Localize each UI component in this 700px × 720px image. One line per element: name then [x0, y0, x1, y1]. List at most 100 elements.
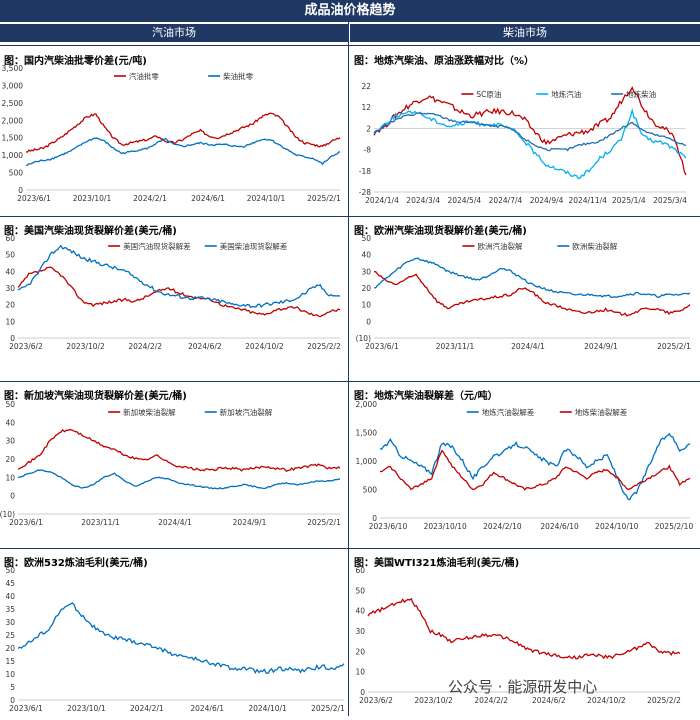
x-tick-label: 2023/6/10	[369, 522, 408, 531]
domestic-margin-chart: 3,500 3,000 2,500 2,000 1,500 1,000 500 02023/6…	[2, 64, 342, 203]
y-tick-label: 5	[10, 683, 15, 692]
y-tick-label: 40	[361, 251, 371, 260]
y-tick-label: 0	[360, 688, 365, 697]
series-line-2	[373, 257, 691, 299]
x-tick-label: 2024/6/1	[190, 704, 224, 713]
series-line-2	[373, 107, 687, 180]
x-tick-label: 2024/10/2	[587, 696, 626, 705]
y-tick-label: 25	[5, 631, 15, 640]
y-tick-label: 0	[10, 696, 15, 705]
series-line-1	[26, 112, 341, 153]
chart-title-domestic-margin: 图：国内汽柴油批零价差(元/吨)	[4, 56, 147, 67]
y-tick-label: 10	[361, 301, 371, 310]
y-tick-label: 20	[5, 301, 15, 310]
x-tick-label: 2023/10/1	[73, 194, 112, 203]
x-tick-label: 2024/6/10	[540, 522, 579, 531]
x-tick-label: 2024/9/4	[530, 196, 564, 205]
y-tick-label: 40	[5, 418, 15, 427]
x-tick-label: 2024/10/10	[595, 522, 638, 531]
y-tick-label: 2	[366, 124, 371, 133]
y-tick-label: -8	[364, 146, 372, 155]
y-tick-label: 500	[363, 486, 378, 495]
x-tick-label: 2024/6/2	[532, 696, 566, 705]
x-tick-label: 2024/4/1	[158, 518, 192, 527]
y-tick-label: 50	[361, 234, 371, 243]
series-line-1	[379, 432, 691, 501]
y-tick-label: 2,000	[2, 116, 24, 125]
y-tick-label: 20	[361, 284, 371, 293]
y-tick-label: 60	[5, 234, 15, 243]
y-tick-label: 15	[5, 657, 15, 666]
legend-label: 地炼柴油裂解差	[575, 407, 628, 417]
x-tick-label: 2025/2/2	[307, 342, 341, 351]
x-tick-label: 2023/10/2	[66, 342, 105, 351]
legend-label: 地炼汽油	[551, 89, 581, 99]
y-tick-label: 3,000	[2, 81, 24, 90]
x-tick-label: 2023/6/2	[359, 696, 393, 705]
y-tick-label: 20	[5, 455, 15, 464]
x-tick-label: 2024/4/1	[511, 342, 545, 351]
x-tick-label: 2025/2/1	[307, 518, 341, 527]
x-tick-label: 2023/11/1	[436, 342, 475, 351]
series-line-1	[17, 266, 341, 318]
legend-label: 美国汽油现货裂解差	[123, 241, 191, 251]
x-tick-label: 2023/10/10	[424, 522, 467, 531]
series-line-2	[17, 244, 341, 309]
y-tick-label: 30	[5, 618, 15, 627]
x-tick-label: 2024/2/1	[133, 194, 167, 203]
x-tick-label: 2023/6/1	[17, 194, 51, 203]
x-tick-label: 2023/10/2	[414, 696, 453, 705]
y-tick-label: 30	[5, 437, 15, 446]
column-divider	[348, 22, 349, 716]
legend-label: 地炼汽油裂解差	[482, 407, 535, 417]
x-tick-label: 2023/6/2	[9, 342, 43, 351]
series-line-1	[17, 428, 341, 472]
diesel-section-header: 柴油市场	[350, 24, 700, 42]
y-tick-label: 20	[355, 647, 365, 656]
x-tick-label: 2025/2/1	[657, 342, 691, 351]
row-divider	[0, 381, 700, 382]
chart-title-eu-crack: 图：欧洲汽柴油现货裂解价差(美元/桶)	[354, 226, 527, 237]
series-line-1	[373, 86, 687, 176]
x-tick-label: 2024/10/1	[248, 704, 287, 713]
x-tick-label: 2024/11/4	[568, 196, 607, 205]
x-tick-label: 2024/2/2	[474, 696, 508, 705]
x-tick-label: 2024/10/2	[245, 342, 284, 351]
x-tick-label: 2024/10/1	[247, 194, 286, 203]
x-tick-label: 2024/6/2	[188, 342, 222, 351]
x-tick-label: 2023/6/1	[9, 518, 43, 527]
y-tick-label: 12	[361, 103, 371, 112]
y-tick-label: 30	[355, 627, 365, 636]
legend-label: 欧洲柴油裂解	[572, 241, 617, 251]
gasoline-section-header: 汽油市场	[0, 24, 348, 42]
y-tick-label: 0	[10, 334, 15, 343]
y-tick-label: 35	[5, 605, 15, 614]
y-tick-label: 10	[5, 317, 15, 326]
x-tick-label: 2025/2/1	[307, 194, 341, 203]
x-tick-label: 2024/2/2	[128, 342, 162, 351]
y-tick-label: 0	[10, 492, 15, 501]
y-tick-label: 50	[5, 251, 15, 260]
y-tick-label: 1,000	[356, 457, 378, 466]
x-tick-label: 2024/7/4	[489, 196, 523, 205]
y-tick-label: 40	[355, 607, 365, 616]
y-tick-label: 10	[5, 670, 15, 679]
x-tick-label: 2024/3/4	[406, 196, 440, 205]
chart-title-eu-margin: 图：欧洲532炼油毛利(美元/桶)	[4, 558, 148, 569]
eu-crack-chart: 50 40 30 20 10 0 (10)2023/6/1 2023/11/1 2024/4/1…	[356, 234, 691, 351]
series-line-2	[379, 449, 691, 491]
x-tick-label: 2024/9/1	[584, 342, 618, 351]
y-tick-label: 3,500	[2, 64, 24, 73]
y-tick-label: 60	[355, 566, 365, 575]
y-tick-label: 10	[5, 473, 15, 482]
y-tick-label: 30	[361, 267, 371, 276]
chart-title-us-margin: 图：美国WTI321炼油毛利(美元/桶)	[354, 558, 520, 569]
y-tick-label: 50	[5, 400, 15, 409]
legend-label: 新加坡柴油裂解	[123, 407, 176, 417]
series-line-1	[367, 597, 681, 660]
y-tick-label: -28	[359, 188, 371, 197]
y-tick-label: 20	[5, 644, 15, 653]
